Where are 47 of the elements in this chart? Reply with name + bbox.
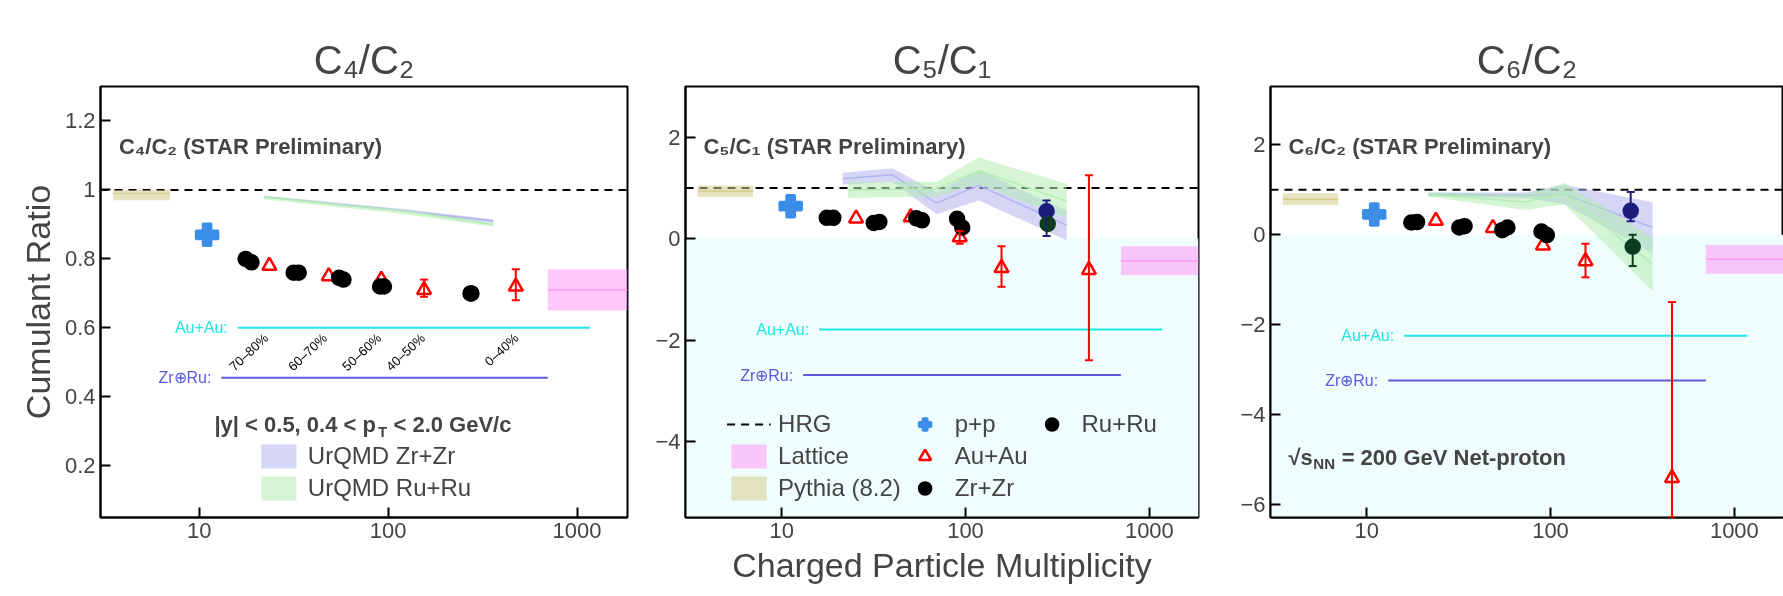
y-tick-label: −6 — [1240, 491, 1266, 517]
series-label: Zr⊕Ru: — [740, 366, 794, 384]
legend-label: Zr+Zr — [954, 474, 1015, 502]
y-tick-label: 1.2 — [64, 108, 96, 134]
series-label: Zr⊕Ru: — [158, 369, 212, 387]
x-tick-label: 1000 — [552, 517, 602, 543]
annotation: C₄/C₂ (STAR Preliminary) — [118, 134, 383, 160]
y-tick-label: 0 — [1253, 222, 1266, 248]
x-tick-label: 10 — [187, 517, 212, 543]
legend-label: p+p — [954, 410, 996, 438]
y-tick-label: −2 — [655, 327, 681, 353]
chart-title: C₅/C₁ — [892, 37, 992, 82]
legend-label: HRG — [778, 410, 832, 438]
annotation: C₆/C₂ (STAR Preliminary) — [1288, 134, 1552, 160]
y-tick-label: 2 — [1253, 132, 1266, 158]
legend-label: Ru+Ru — [1081, 410, 1157, 438]
series-label: Au+Au: — [174, 319, 228, 337]
annotation: C₅/C₁ (STAR Preliminary) — [703, 134, 966, 160]
y-tick-label: 0 — [668, 226, 681, 252]
y-tick-label: 0.8 — [64, 246, 96, 272]
x-tick-label: 100 — [369, 517, 407, 543]
y-tick-label: 0.2 — [64, 453, 96, 479]
x-tick-label: 1000 — [1709, 517, 1759, 543]
legend-label: UrQMD Ru+Ru — [307, 474, 472, 502]
y-tick-label: 0.4 — [64, 384, 96, 410]
x-axis-title: Charged Particle Multiplicity — [732, 545, 1152, 584]
x-tick-label: 1000 — [1124, 517, 1174, 543]
legend-label: UrQMD Zr+Zr — [307, 442, 456, 470]
legend-label: Pythia (8.2) — [778, 474, 901, 502]
x-tick-label: 100 — [1532, 517, 1569, 543]
y-tick-label: −4 — [1240, 401, 1266, 427]
legend-label: Au+Au — [954, 442, 1028, 470]
chart-title: C₆/C₂ — [1476, 37, 1578, 82]
x-tick-label: 10 — [769, 517, 794, 543]
y-tick-label: 0.6 — [64, 315, 96, 341]
y-tick-label: 1 — [83, 177, 96, 203]
legend-label: Lattice — [778, 442, 849, 470]
y-axis-title: Cumulant Ratio — [18, 184, 57, 420]
series-label: Au+Au: — [756, 320, 810, 338]
series-label: Zr⊕Ru: — [1325, 372, 1379, 390]
series-label: Au+Au: — [1341, 327, 1395, 345]
y-tick-label: −4 — [655, 428, 681, 454]
x-tick-label: 100 — [947, 517, 984, 543]
chart-title: C₄/C₂ — [313, 37, 415, 82]
y-tick-label: 2 — [668, 124, 681, 150]
y-tick-label: −2 — [1240, 311, 1266, 337]
x-tick-label: 10 — [1354, 517, 1379, 543]
